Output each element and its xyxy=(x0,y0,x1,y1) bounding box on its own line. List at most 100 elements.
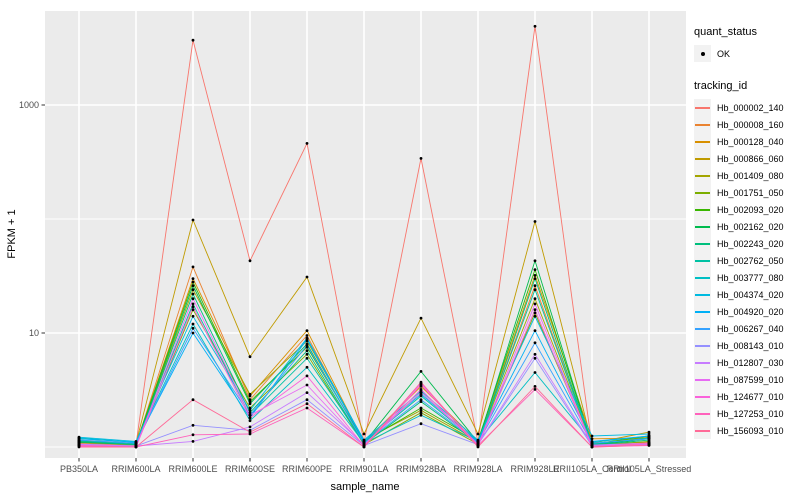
data-point xyxy=(305,402,309,406)
legend-entry-label: Hb_156093_010 xyxy=(717,425,784,436)
data-point xyxy=(248,411,252,415)
data-point xyxy=(191,433,195,437)
data-point xyxy=(362,432,366,436)
line-key-swatch xyxy=(694,371,711,388)
line-key-swatch xyxy=(694,150,711,167)
line-swatch-icon xyxy=(695,412,710,415)
legend-entry-Hb_001751_050: Hb_001751_050 xyxy=(694,184,800,201)
legend-entry-label: Hb_000008_160 xyxy=(717,119,784,130)
legend-entry-Hb_002762_050: Hb_002762_050 xyxy=(694,252,800,269)
data-point xyxy=(305,337,309,341)
line-swatch-icon xyxy=(695,395,710,398)
data-point xyxy=(305,142,309,145)
data-point xyxy=(476,432,480,436)
data-point xyxy=(305,383,309,387)
line-swatch-icon xyxy=(695,293,710,296)
data-point xyxy=(647,443,651,447)
plot-layers: 10 1000 PB350LA RRIM600LA RRIM600LE RRIM600SE… xyxy=(19,11,691,474)
ok-key-swatch xyxy=(694,45,711,62)
data-point xyxy=(191,280,195,284)
legend-entry-Hb_001409_080: Hb_001409_080 xyxy=(694,167,800,184)
legend: quant_status OK tracking_id Hb_000002_14… xyxy=(694,26,800,439)
data-point xyxy=(533,277,537,280)
data-point xyxy=(419,398,423,402)
data-point xyxy=(248,430,252,434)
data-point xyxy=(191,38,195,42)
data-point xyxy=(191,423,195,427)
legend-entry-quant-ok: OK xyxy=(694,45,800,62)
line-swatch-icon xyxy=(695,123,710,126)
data-point xyxy=(191,302,195,306)
x-tick-label: RRIM928LE xyxy=(510,464,559,474)
line-swatch-icon xyxy=(695,157,710,160)
data-point xyxy=(533,274,537,277)
data-point xyxy=(191,331,195,335)
line-swatch-icon xyxy=(695,344,710,347)
legend-entry-label: Hb_004374_020 xyxy=(717,289,784,300)
line-key-swatch xyxy=(694,99,711,116)
legend-entry-label: Hb_003777_080 xyxy=(717,272,784,283)
line-swatch-icon xyxy=(695,378,710,381)
legend-entry-label: Hb_001751_050 xyxy=(717,187,784,198)
legend-entry-Hb_000128_040: Hb_000128_040 xyxy=(694,133,800,150)
data-point xyxy=(248,413,252,417)
data-point xyxy=(590,437,594,441)
data-point xyxy=(533,297,537,301)
legend-entry-Hb_000002_140: Hb_000002_140 xyxy=(694,99,800,116)
y-tick-label: 1000 xyxy=(19,100,39,110)
legend-entry-label: Hb_002162_020 xyxy=(717,221,784,232)
data-point xyxy=(248,425,252,429)
data-point xyxy=(305,374,309,378)
data-point xyxy=(248,406,252,410)
data-point xyxy=(191,440,195,443)
data-point xyxy=(533,388,537,391)
y-tick-label: 10 xyxy=(29,328,39,338)
data-point xyxy=(533,329,537,332)
data-point xyxy=(248,355,252,359)
data-point xyxy=(305,398,309,402)
line-key-swatch xyxy=(694,218,711,235)
line-key-swatch xyxy=(694,235,711,252)
line-key-swatch xyxy=(694,388,711,405)
legend-entry-label: Hb_087599_010 xyxy=(717,374,784,385)
data-point xyxy=(533,220,537,223)
data-point xyxy=(248,400,252,403)
legend-entry-Hb_008143_010: Hb_008143_010 xyxy=(694,337,800,354)
legend-entry-label: Hb_012807_030 xyxy=(717,357,784,368)
line-swatch-icon xyxy=(695,225,710,228)
data-point xyxy=(191,305,195,309)
data-point xyxy=(533,352,537,356)
legend-entry-Hb_006267_040: Hb_006267_040 xyxy=(694,320,800,337)
legend-entry-Hb_003777_080: Hb_003777_080 xyxy=(694,269,800,286)
x-axis-title: sample_name xyxy=(330,481,399,493)
data-point xyxy=(419,380,423,384)
legend-entry-Hb_002243_020: Hb_002243_020 xyxy=(694,235,800,252)
line-swatch-icon xyxy=(695,208,710,211)
line-swatch-icon xyxy=(695,106,710,109)
legend-entry-label: Hb_002243_020 xyxy=(717,238,784,249)
data-point xyxy=(134,445,138,449)
data-point xyxy=(590,445,594,449)
data-point xyxy=(191,297,195,301)
data-point xyxy=(305,275,309,279)
line-key-swatch xyxy=(694,286,711,303)
x-tick-label: RRIM901LA xyxy=(339,464,388,474)
data-point xyxy=(647,432,651,436)
data-point xyxy=(305,356,309,360)
data-point xyxy=(533,302,537,306)
data-point xyxy=(476,445,480,449)
line-key-swatch xyxy=(694,354,711,371)
data-point xyxy=(248,416,252,420)
data-point xyxy=(134,441,138,445)
data-point xyxy=(191,322,195,326)
line-swatch-icon xyxy=(695,191,710,194)
data-point xyxy=(77,445,81,449)
x-tick-label: RRIM600LE xyxy=(168,464,217,474)
data-point xyxy=(419,316,423,320)
data-point xyxy=(305,406,309,410)
data-point xyxy=(533,311,537,315)
data-point xyxy=(191,288,195,292)
line-key-swatch xyxy=(694,422,711,439)
